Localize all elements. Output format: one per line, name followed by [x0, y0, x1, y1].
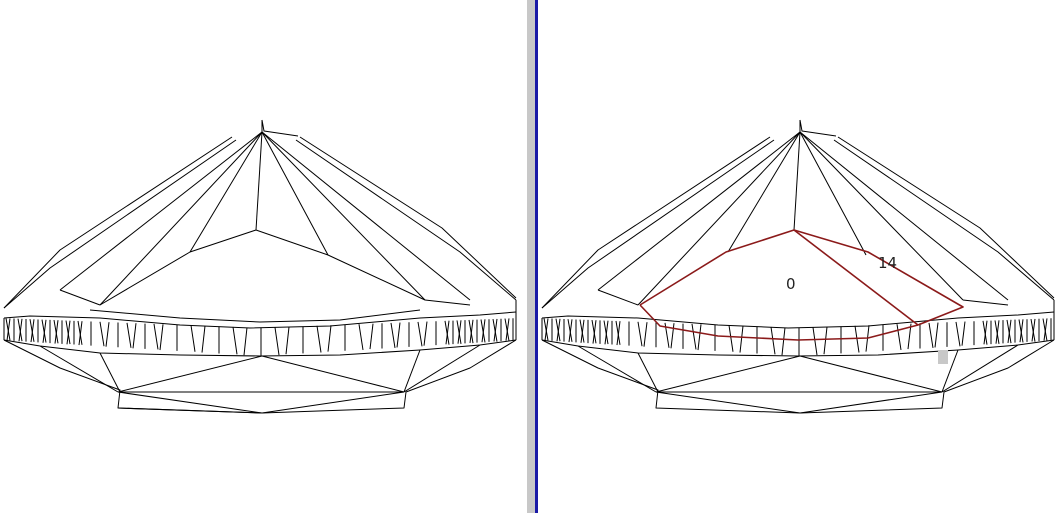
girdle-facet-line — [579, 319, 585, 343]
girdle-facet-line — [274, 327, 280, 356]
girdle-facet-line — [396, 322, 401, 348]
girdle-facet-line — [17, 318, 23, 342]
girdle-facet-line — [907, 323, 912, 350]
girdle-facet-line — [615, 320, 621, 345]
girdle-facet-line — [423, 321, 428, 346]
girdle-facet-line — [567, 319, 573, 342]
girdle-facet-line — [285, 326, 290, 355]
girdle-facet-line — [29, 319, 35, 342]
girdle-facet-line — [105, 322, 110, 347]
girdle-facet-line — [66, 320, 71, 345]
girdle-facet-line — [153, 323, 159, 350]
girdle-facet-line — [42, 319, 47, 343]
gem-wireframe-right: 0 14 — [541, 119, 1055, 414]
girdle-facet-line — [6, 318, 11, 341]
girdle-facet-line — [505, 318, 510, 341]
girdle-facet-line — [232, 326, 238, 355]
girdle-facet-line — [781, 327, 786, 356]
girdle-facet-line — [78, 321, 83, 346]
girdle-facet-line — [896, 324, 902, 350]
girdle-facet-line — [41, 319, 47, 343]
girdle-facet-line — [327, 325, 332, 352]
girdle-facet-line — [543, 318, 549, 341]
girdle-facet-line — [637, 321, 643, 347]
girdle-facet-line — [77, 320, 83, 345]
girdle-facet-line — [592, 320, 597, 344]
girdle-facet-line — [983, 320, 988, 345]
girdle-facet-line — [928, 322, 934, 349]
girdle-facet-line — [99, 321, 105, 347]
girdle-facet-line — [643, 322, 648, 347]
girdle-facet-line — [18, 318, 23, 342]
girdle-facet-line — [544, 318, 549, 341]
girdle-facet-line — [126, 322, 132, 348]
girdle-facet-line — [132, 323, 137, 349]
girdle-facet-line — [53, 319, 59, 344]
girdle-facet-line — [30, 319, 35, 343]
girdle-facet-line — [457, 320, 462, 344]
girdle-facet-line — [1007, 319, 1012, 343]
girdle-facet-line — [5, 318, 11, 341]
pane-splitter[interactable] — [527, 0, 538, 513]
girdle-facet-line — [934, 322, 939, 348]
girdle-facet-line — [691, 323, 697, 350]
girdle-facet-line — [65, 320, 71, 345]
girdle-facet-line — [159, 324, 164, 351]
facet-label-14: 14 — [878, 254, 897, 272]
gem-wireframe-left — [3, 119, 517, 414]
girdle-facet-line — [555, 318, 561, 342]
girdle-facet-line — [955, 321, 961, 347]
girdle-facet-line — [190, 325, 196, 352]
girdle-facet-line — [670, 323, 675, 349]
girdle-facet-line — [1043, 318, 1048, 341]
splitter-edge — [535, 0, 538, 513]
splitter-grip[interactable] — [527, 0, 535, 513]
girdle-facet-line — [201, 325, 206, 353]
girdle-facet-line — [812, 327, 818, 356]
girdle-facet-line — [1019, 319, 1024, 343]
girdle-facet-line — [1031, 318, 1036, 342]
girdle-facet-line — [603, 320, 609, 345]
girdle-facet-line — [739, 325, 744, 353]
girdle-facet-line — [390, 322, 396, 349]
girdle-facet-line — [728, 325, 734, 352]
girdle-facet-line — [493, 318, 498, 342]
girdle-facet-line — [369, 323, 374, 350]
facet-label-0: 0 — [786, 275, 796, 293]
facet-edge-14[interactable] — [793, 229, 919, 326]
girdle-facet-line — [445, 320, 450, 345]
girdle-facet-line — [417, 321, 423, 347]
girdle-facet-line — [697, 324, 702, 351]
girdle-facet-line — [469, 319, 474, 343]
girdle-facet-line — [358, 324, 364, 350]
girdle-facet-line — [556, 318, 561, 342]
girdle-facet-line — [616, 321, 621, 346]
girdle-facet-line — [568, 319, 573, 343]
girdle-facet-line — [770, 326, 776, 355]
girdle-facet-line — [995, 320, 1000, 344]
girdle-facet-line — [854, 325, 860, 353]
viewport-left[interactable] — [0, 0, 527, 513]
girdle-facet-line — [580, 319, 585, 343]
girdle-facet-line — [54, 320, 59, 344]
girdle-facet-line — [243, 327, 248, 356]
girdle-facet-line — [961, 321, 966, 346]
girdle-facet-line — [481, 319, 486, 343]
selection-marker[interactable] — [938, 350, 948, 364]
highlighted-facet[interactable] — [639, 229, 964, 341]
girdle-facet-line — [823, 326, 828, 355]
girdle-facet-line — [316, 325, 322, 353]
girdle-facet-line — [604, 320, 609, 345]
girdle-facet-line — [591, 319, 597, 344]
viewport-right[interactable]: 0 14 — [538, 0, 1059, 513]
